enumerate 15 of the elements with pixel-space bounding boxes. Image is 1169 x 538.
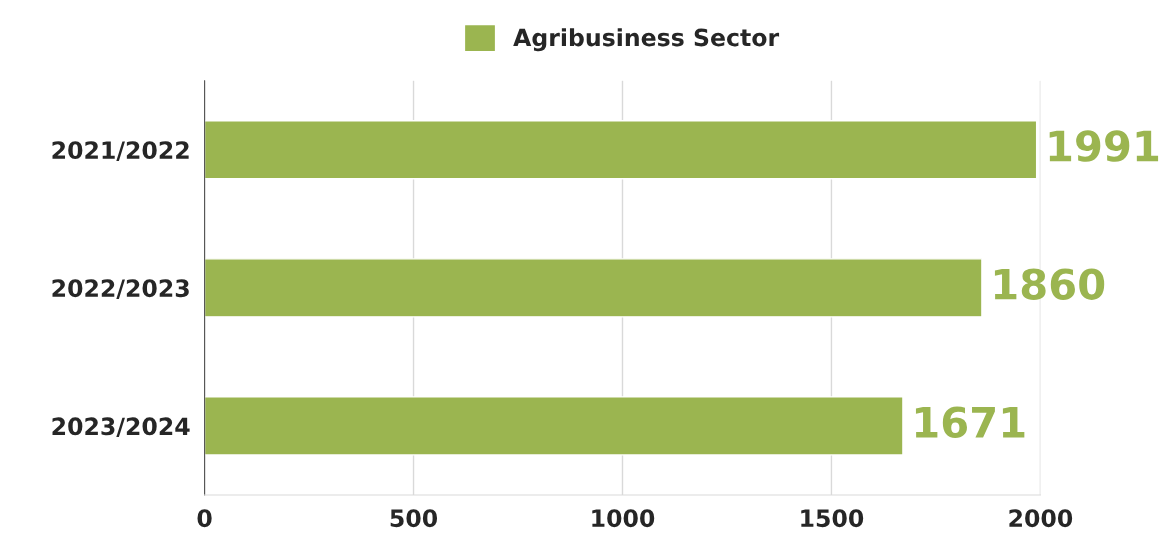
- x-tick-label: 1000: [592, 509, 655, 528]
- x-tick-label: 500: [390, 509, 438, 528]
- bar: [204, 120, 1038, 180]
- bar: [204, 396, 904, 456]
- y-tick-label: 2022/2023: [52, 279, 189, 299]
- y-tick-label: 2023/2024: [52, 417, 190, 438]
- data-label: 1860: [994, 268, 1105, 300]
- legend-label: Agribusiness Sector: [513, 28, 780, 52]
- data-label: 1991: [1049, 130, 1159, 162]
- x-tick-label: 0: [197, 509, 212, 528]
- y-tick-label: 2021/2022: [52, 141, 189, 161]
- bar: [204, 258, 983, 318]
- x-tick-label: 1500: [801, 509, 864, 528]
- data-label: 1671: [915, 406, 1025, 439]
- x-tick-label: 2000: [1009, 509, 1073, 528]
